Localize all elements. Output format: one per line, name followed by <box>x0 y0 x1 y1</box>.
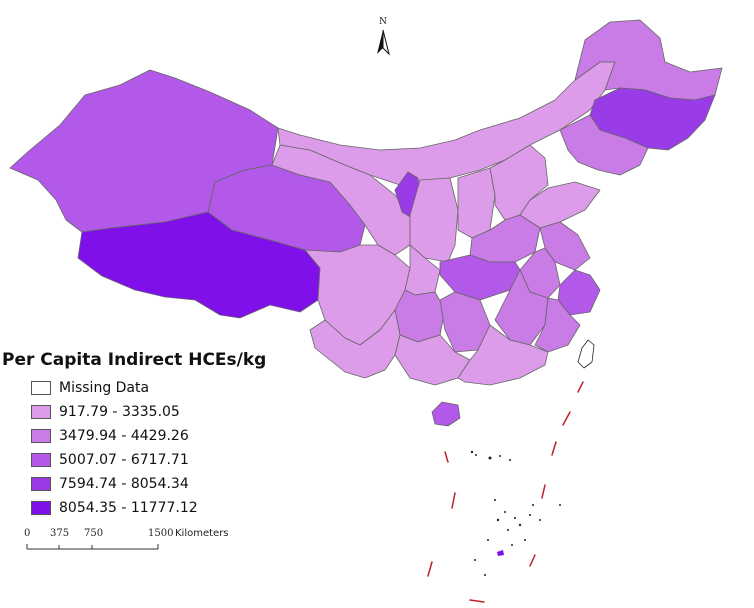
region-shanxi <box>457 167 496 239</box>
legend-item: 7594.74 - 8054.34 <box>31 472 302 496</box>
scale-tick-1500: 1500 <box>148 528 174 539</box>
legend-swatch-3 <box>31 453 51 467</box>
region-shaanxi <box>409 177 459 263</box>
legend-label: 8054.35 - 11777.12 <box>59 500 198 516</box>
region-fujian <box>534 297 581 353</box>
scale-bar-line <box>26 544 159 550</box>
legend-item: Missing Data <box>31 376 302 400</box>
legend-item: 8054.35 - 11777.12 <box>31 496 302 520</box>
scale-tick-750: 750 <box>84 528 104 539</box>
north-label: N <box>379 17 387 27</box>
map-legend: Per Capita Indirect HCEs/kg Missing Data… <box>2 350 302 520</box>
legend-label: Missing Data <box>59 380 150 396</box>
scale-bar: 0 375 750 1500 Kilometers <box>18 528 248 558</box>
legend-item: 5007.07 - 6717.71 <box>31 448 302 472</box>
legend-swatch-4 <box>31 477 51 491</box>
legend-label: 7594.74 - 8054.34 <box>59 476 189 492</box>
legend-swatch-1 <box>31 405 51 419</box>
region-yunnan <box>309 309 401 379</box>
south-sea-islands <box>470 450 561 576</box>
legend-swatch-5 <box>31 501 51 515</box>
island-highlight <box>497 550 504 556</box>
legend-title: Per Capita Indirect HCEs/kg <box>2 350 267 370</box>
region-guangdong <box>457 324 549 386</box>
scale-tick-375: 375 <box>50 528 70 539</box>
scale-unit: Kilometers <box>175 528 229 539</box>
legend-label: 917.79 - 3335.05 <box>59 404 180 420</box>
north-arrow-icon: N <box>377 17 390 56</box>
legend-swatch-missing <box>31 381 51 395</box>
legend-item: 917.79 - 3335.05 <box>31 400 302 424</box>
region-guizhou <box>394 289 446 343</box>
legend-item: 3479.94 - 4429.26 <box>31 424 302 448</box>
region-hainan <box>431 401 461 427</box>
legend-swatch-2 <box>31 429 51 443</box>
legend-label: 3479.94 - 4429.26 <box>59 428 189 444</box>
region-liaoning <box>559 114 649 176</box>
nine-dash-line <box>427 381 584 603</box>
scale-tick-0: 0 <box>24 528 31 539</box>
legend-label: 5007.07 - 6717.71 <box>59 452 189 468</box>
region-taiwan <box>577 339 595 369</box>
